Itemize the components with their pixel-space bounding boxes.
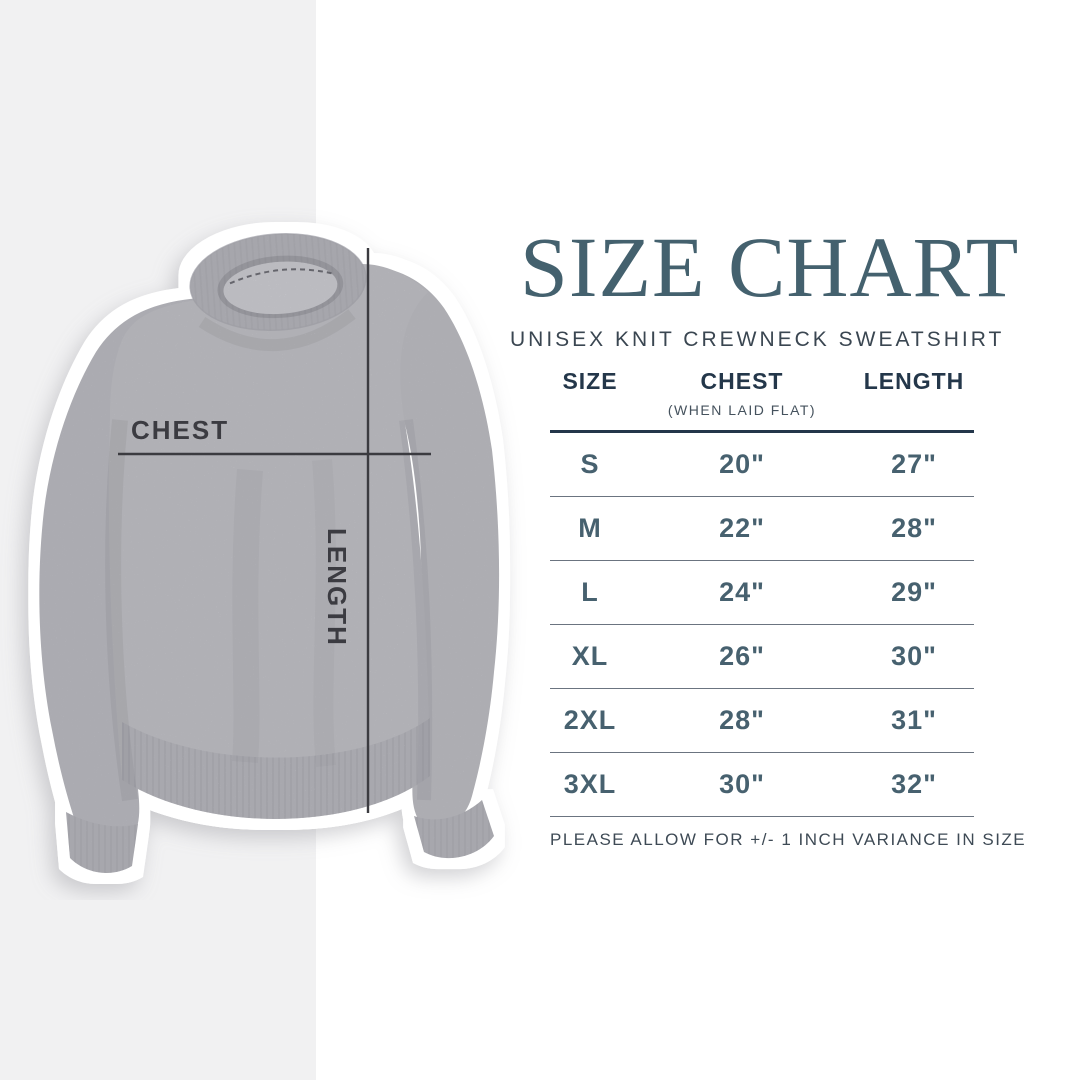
chest-cell: 20" [719, 449, 765, 479]
length-cell: 30" [891, 641, 937, 671]
table-row: XL 26" 30" [550, 625, 974, 689]
chest-cell: 24" [719, 577, 765, 607]
size-cell: XL [571, 641, 609, 671]
size-table: SIZE CHEST (WHEN LAID FLAT) LENGTH S 20"… [550, 362, 974, 817]
chest-cell: 22" [719, 513, 765, 543]
length-measure-label: LENGTH [322, 528, 352, 647]
sweatshirt-image [39, 227, 500, 873]
column-header-size: SIZE [562, 368, 618, 394]
length-cell: 29" [891, 577, 937, 607]
page-title: SIZE CHART [520, 219, 1020, 315]
size-cell: 2XL [563, 705, 617, 735]
length-cell: 31" [891, 705, 937, 735]
size-cell: M [578, 513, 602, 543]
length-cell: 27" [891, 449, 937, 479]
size-cell: L [581, 577, 599, 607]
page-subtitle: UNISEX KNIT CREWNECK SWEATSHIRT [510, 328, 1005, 351]
size-table-header: SIZE CHEST (WHEN LAID FLAT) LENGTH [550, 362, 974, 430]
size-table-body: S 20" 27" M 22" 28" L 24" 29" XL 26" 30"… [550, 430, 974, 817]
column-header-chest-note: (WHEN LAID FLAT) [667, 401, 817, 418]
chest-cell: 30" [719, 769, 765, 799]
column-header-chest: CHEST (WHEN LAID FLAT) [630, 368, 854, 430]
size-cell: 3XL [563, 769, 617, 799]
length-cell: 28" [891, 513, 937, 543]
length-cell: 32" [891, 769, 937, 799]
column-header-chest-label: CHEST [700, 368, 784, 394]
column-header-length: LENGTH [863, 368, 965, 394]
table-row: 2XL 28" 31" [550, 689, 974, 753]
sweatshirt-garment [39, 227, 500, 873]
table-row: L 24" 29" [550, 561, 974, 625]
table-row: 3XL 30" 32" [550, 753, 974, 817]
size-cell: S [580, 449, 600, 479]
chest-cell: 26" [719, 641, 765, 671]
variance-footnote: PLEASE ALLOW FOR +/- 1 INCH VARIANCE IN … [550, 830, 1027, 849]
table-row: S 20" 27" [550, 433, 974, 497]
chest-measure-label: CHEST [131, 415, 230, 445]
chest-cell: 28" [719, 705, 765, 735]
table-row: M 22" 28" [550, 497, 974, 561]
